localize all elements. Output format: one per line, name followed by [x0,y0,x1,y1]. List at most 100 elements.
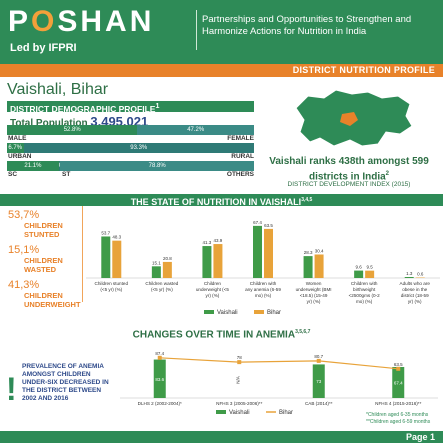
bar-vaishali [101,236,111,278]
demographic-right-label: FEMALE [227,135,254,142]
bihar-marker [396,366,401,371]
poshan-logo: POSHAN [8,5,155,38]
bar-bihar [365,270,375,278]
data-label: 30.4 [315,248,324,253]
category-label: underweight (<5 [196,287,230,292]
bar-bihar [213,244,223,278]
data-label: 15.1 [152,260,161,265]
bihar-data-label: 63.5 [394,362,403,367]
category-label: yr) (%) [206,293,220,298]
category-label: DLHS 2 (2002-2004)* [138,401,182,406]
bar-vaishali [392,366,405,398]
header-divider [196,10,197,50]
category-label: CAB (2014)** [305,401,333,406]
bar-vaishali [404,276,414,278]
demographic-bar: 6.7% 93.3% [7,143,254,153]
bar-vaishali [151,266,161,278]
category-label: obese in the [402,287,427,292]
bar-vaishali [303,256,313,278]
demographic-segment: 0.1% [58,161,61,171]
demographic-mid-label: ST [62,171,71,178]
data-label: 67.4 [394,380,403,385]
bar-bihar [162,261,172,278]
anemia-note: PREVALENCE OF ANEMIA AMONGST CHILDREN UN… [22,363,109,402]
data-label: 83.6 [155,377,164,382]
demographic-left-label: SC [8,171,18,178]
category-label: Adults who are [400,281,431,286]
led-by-label: Led by IFPRI [10,42,77,54]
vaishali-district-highlight [340,112,358,126]
bar-vaishali [354,270,364,278]
footnote-1: *Children aged 6-35 months [366,412,429,418]
category-label: mo) (%) [255,293,272,298]
data-label: 43.9 [214,238,223,243]
data-label: 73 [316,379,322,384]
data-label: 53.7 [101,230,110,235]
stats-divider [82,206,83,302]
exclamation-icon: ! [6,371,17,407]
category-label: (<5 yr) (%) [151,287,173,292]
legend-label: Bihar [267,310,281,316]
data-label: 67.4 [253,220,262,225]
demographic-segment: 21.1% [7,161,59,171]
legend-label: Vaishali [229,410,250,416]
category-label: Women [306,281,322,286]
category-label: underweight (BMI [296,287,332,292]
category-label: Children with [351,281,378,286]
bar-bihar [112,240,122,278]
bihar-marker [316,358,321,363]
page-number: Page 1 [405,432,435,442]
footer-bar: Page 1 [0,431,443,443]
category-label: <18.5) (15-49 [300,293,328,298]
data-label: 0.6 [417,272,424,277]
demographic-segment: 52.8% [7,125,138,135]
category-label: NFHS 4 (2015-2016)** [375,401,421,406]
bihar-marker [237,360,242,365]
legend-swatch [204,310,214,314]
na-label: N/A [235,376,240,384]
tagline: Partnerships and Opportunities to Streng… [202,14,412,37]
legend-swatch [254,310,264,314]
stat-stunted: 53,7% CHILDREN STUNTED [8,209,63,239]
category-label: mo) (%) [356,299,373,304]
stat-underweight: 41,3% CHILDREN UNDERWEIGHT [8,279,81,309]
data-label: 9.5 [367,265,374,270]
demographic-bar: 52.8% 47.2% [7,125,254,135]
district-rank: Vaishali ranks 438th amongst 599 distric… [269,156,429,183]
demographic-segment: 6.7% [7,143,24,153]
demographic-segment: 47.2% [137,125,254,135]
demographic-title: DISTRICT DEMOGRAPHIC PROFILE1 [7,101,254,114]
category-label: district (18-59 [401,293,429,298]
state-section-title: THE STATE OF NUTRITION IN VAISHALI3,4,5 [0,194,443,207]
bihar-marker [157,355,162,360]
category-label: Children wasted [145,281,178,286]
header-banner: POSHAN Led by IFPRI Partnerships and Opp… [0,0,443,64]
data-label: 28.3 [304,250,313,255]
bihar-data-label: 78 [237,355,243,360]
demographic-left-label: URBAN [8,153,32,160]
bar-bihar [314,254,324,278]
data-label: 63.5 [264,223,273,228]
demographic-bar: 21.1%0.1%78.8% [7,161,255,171]
district-rank-source: DISTRICT DEVELOPMENT INDEX (2015) [287,181,411,188]
bihar-data-label: 80.7 [314,354,323,359]
category-label: Children stunted [95,281,129,286]
category-label: Children [204,281,222,286]
legend-swatch [216,410,226,414]
data-label: 48.3 [112,235,121,240]
category-label: <2500gms (0-2 [349,293,380,298]
category-label: birthweight [353,287,376,292]
category-label: yr) (%) [408,299,422,304]
legend-label: Bihar [279,410,293,416]
data-label: 41.3 [203,240,212,245]
anemia-section-title: CHANGES OVER TIME IN ANEMIA3,5,6,7 [132,329,311,341]
demographic-right-label: RURAL [231,153,254,160]
data-label: 9.6 [356,265,363,270]
data-label: 20.8 [163,256,172,261]
footnote-2: **Children aged 6-59 months [366,419,431,425]
legend-label: Vaishali [217,310,238,316]
bar-vaishali [312,364,325,398]
bar-bihar [264,228,273,278]
profile-bar: DISTRICT NUTRITION PROFILE [0,64,443,77]
